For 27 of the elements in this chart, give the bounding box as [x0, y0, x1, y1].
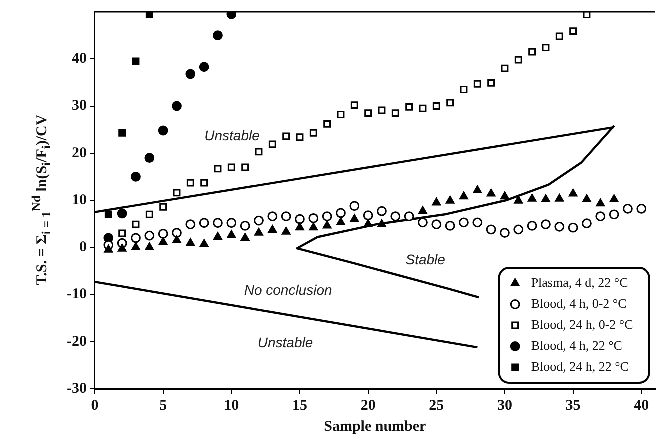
- y-tick-label: -20: [66, 334, 87, 350]
- legend-label: Blood, 4 h, 0-2 °C: [531, 296, 627, 311]
- y-tick-label: 20: [72, 145, 87, 162]
- legend-label: Blood, 24 h, 0-2 °C: [531, 316, 634, 332]
- y-tick-label: 0: [79, 240, 87, 256]
- legend-label: Blood, 24 h, 22 °C: [531, 358, 629, 374]
- x-tick-label: 10: [224, 398, 240, 414]
- legend-label: Plasma, 4 d, 22 °C: [531, 274, 628, 290]
- x-tick-label: 20: [360, 398, 376, 414]
- x-tick-label: 15: [292, 398, 308, 414]
- legend-label: Blood, 4 h, 22 °C: [531, 338, 622, 353]
- annotation: Unstable: [258, 334, 314, 351]
- annotation: No conclusion: [244, 282, 332, 298]
- x-tick-label: 5: [160, 398, 168, 414]
- annotation: Unstable: [204, 127, 260, 144]
- x-tick-label: 25: [429, 398, 444, 414]
- y-tick-label: -30: [66, 380, 87, 397]
- x-tick-label: 35: [566, 398, 581, 414]
- x-tick-label: 40: [634, 398, 650, 414]
- x-axis-title: Sample number: [324, 418, 427, 435]
- annotation: Stable: [406, 252, 446, 268]
- y-tick-label: 40: [72, 51, 87, 67]
- y-tick-label: -10: [66, 286, 87, 303]
- x-tick-label: 0: [91, 398, 99, 414]
- y-tick-label: 30: [72, 98, 87, 114]
- x-tick-label: 30: [497, 398, 512, 414]
- y-tick-label: 10: [72, 192, 87, 208]
